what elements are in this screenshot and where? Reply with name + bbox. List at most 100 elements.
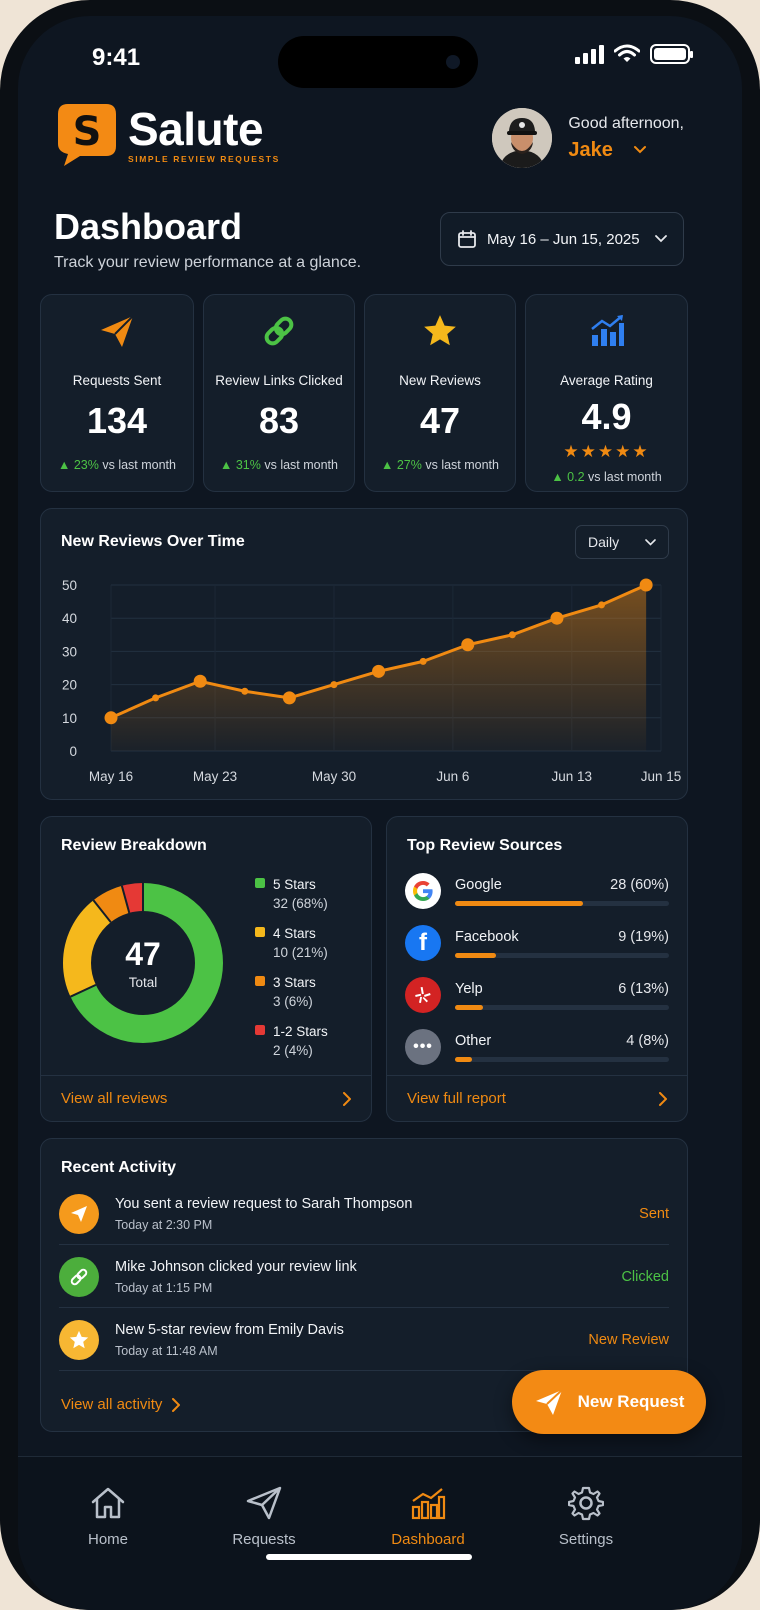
calendar-icon bbox=[458, 230, 476, 248]
chevron-right-icon bbox=[343, 1091, 351, 1106]
x-tick-label: May 16 bbox=[89, 769, 133, 784]
chevron-down-icon[interactable] bbox=[633, 145, 647, 155]
home-icon bbox=[91, 1487, 125, 1519]
review-breakdown-card: Review Breakdown 47 Total 5 Stars 32 (68%… bbox=[40, 816, 372, 1122]
legend-swatch bbox=[255, 878, 265, 888]
data-point bbox=[282, 691, 296, 705]
tab-home[interactable]: Home bbox=[48, 1483, 168, 1548]
donut-total: 47 bbox=[125, 936, 161, 972]
y-tick-label: 20 bbox=[62, 678, 77, 693]
donut-center: 47 Total bbox=[61, 881, 225, 1045]
source-bar-fill bbox=[455, 1004, 483, 1010]
tab-requests[interactable]: Requests bbox=[204, 1483, 324, 1548]
source-row-facebook[interactable]: f Facebook 9 (19%) bbox=[405, 923, 669, 963]
rating-star-icon: ★ bbox=[580, 442, 598, 461]
line-chart: 0 10 20 30 40 50 May 16 May 23 May 30 Jun 6 Jun 13… bbox=[62, 578, 681, 784]
source-bar bbox=[455, 952, 669, 958]
tab-settings[interactable]: Settings bbox=[526, 1483, 646, 1548]
rating-star-icon: ★ bbox=[563, 442, 581, 461]
stat-card-new-reviews[interactable]: New Reviews 47 ▲ 27% vs last month bbox=[364, 294, 516, 492]
y-tick-label: 30 bbox=[62, 644, 77, 659]
home-indicator bbox=[266, 1554, 472, 1560]
avatar[interactable] bbox=[492, 108, 553, 168]
activity-text: You sent a review request to Sarah Thomp… bbox=[115, 1195, 413, 1212]
data-point bbox=[104, 711, 118, 725]
activity-item[interactable]: You sent a review request to Sarah Thomp… bbox=[59, 1183, 669, 1245]
data-point bbox=[461, 638, 475, 652]
tab-label: Settings bbox=[558, 1531, 614, 1548]
source-value: 9 (19%) bbox=[618, 928, 669, 945]
donut-separator bbox=[70, 983, 97, 998]
tab-dashboard[interactable]: Dashboard bbox=[368, 1483, 488, 1548]
activity-text: Mike Johnson clicked your review link bbox=[115, 1258, 357, 1275]
view-all-activity-link[interactable]: View all activity bbox=[61, 1396, 181, 1413]
user-menu[interactable]: Good afternoon, Jake bbox=[492, 108, 684, 168]
data-point bbox=[152, 694, 160, 702]
date-range-picker[interactable]: May 16 – Jun 15, 2025 bbox=[440, 212, 684, 266]
legend-item: 3 Stars 3 (6%) bbox=[255, 973, 328, 1011]
rating-star-icon: ★ bbox=[632, 442, 650, 461]
legend-item: 1-2 Stars 2 (4%) bbox=[255, 1022, 328, 1060]
stat-value: 134 bbox=[86, 400, 148, 441]
tab-label: Dashboard bbox=[391, 1531, 465, 1548]
new-request-button[interactable]: New Request bbox=[512, 1370, 706, 1434]
page-subtitle: Track your review performance at a glanc… bbox=[54, 254, 362, 271]
stat-card-requests-sent[interactable]: Requests Sent 134 ▲ 23% vs last month bbox=[40, 294, 194, 492]
x-tick-label: Jun 6 bbox=[436, 769, 469, 784]
activity-time: Today at 2:30 PM bbox=[115, 1217, 213, 1232]
chevron-down-icon bbox=[655, 235, 667, 243]
page-title: Dashboard bbox=[54, 206, 243, 247]
source-bar-fill bbox=[455, 900, 584, 906]
activity-time: Today at 1:15 PM bbox=[115, 1280, 213, 1295]
link-icon bbox=[59, 1256, 99, 1297]
stat-label: Requests Sent bbox=[72, 373, 162, 388]
paper-plane-icon bbox=[59, 1193, 99, 1234]
legend-detail: 2 (4%) bbox=[273, 1043, 313, 1058]
x-tick-label: Jun 13 bbox=[552, 769, 593, 784]
source-row-yelp[interactable]: Yelp 6 (13%) bbox=[405, 975, 669, 1015]
legend-item: 4 Stars 10 (21%) bbox=[255, 924, 328, 962]
view-full-report-link[interactable]: View full report bbox=[387, 1075, 687, 1121]
gear-icon bbox=[568, 1486, 604, 1521]
more-icon: ••• bbox=[405, 1029, 441, 1065]
rating-star-icon: ★ bbox=[615, 442, 633, 461]
data-point bbox=[550, 611, 564, 625]
donut-total-label: Total bbox=[128, 975, 158, 990]
dynamic-island bbox=[278, 36, 478, 88]
battery-icon bbox=[650, 44, 693, 64]
stat-value: 4.9 bbox=[581, 396, 632, 437]
y-tick-label: 0 bbox=[69, 744, 77, 759]
stat-delta: ▲ 27% vs last month bbox=[380, 458, 499, 472]
star-icon bbox=[59, 1319, 99, 1360]
reviews-over-time-card: New Reviews Over Time Daily 0 10 20 30 40 50 M… bbox=[40, 508, 688, 800]
source-name: Facebook bbox=[455, 928, 519, 945]
source-row-other[interactable]: ••• Other 4 (8%) bbox=[405, 1027, 669, 1067]
y-tick-label: 50 bbox=[62, 578, 77, 593]
source-bar bbox=[455, 900, 669, 906]
activity-item[interactable]: New 5-star review from Emily Davis Today… bbox=[59, 1309, 669, 1371]
view-all-reviews-link[interactable]: View all reviews bbox=[41, 1075, 371, 1121]
paper-plane-icon bbox=[535, 1389, 563, 1415]
donut-slice bbox=[63, 883, 223, 1043]
stat-card-average-rating[interactable]: Average Rating 4.9 ★★★★★ ▲ 0.2 vs last m… bbox=[525, 294, 688, 492]
legend-label: 1-2 Stars bbox=[273, 1024, 328, 1039]
y-tick-label: 40 bbox=[62, 611, 77, 626]
source-row-google[interactable]: Google 28 (60%) bbox=[405, 871, 669, 911]
legend-swatch bbox=[255, 1025, 265, 1035]
source-bar-fill bbox=[455, 1056, 473, 1062]
tab-label: Home bbox=[87, 1531, 128, 1548]
activity-status: Clicked bbox=[621, 1268, 669, 1285]
activity-item[interactable]: Mike Johnson clicked your review link To… bbox=[59, 1246, 669, 1308]
x-tick-label: May 30 bbox=[312, 769, 356, 784]
data-point bbox=[419, 657, 427, 665]
source-name: Google bbox=[455, 876, 502, 893]
donut-chart bbox=[63, 883, 223, 1043]
stat-card-links-clicked[interactable]: Review Links Clicked 83 ▲ 31% vs last mo… bbox=[203, 294, 355, 492]
activity-title: Recent Activity bbox=[61, 1159, 176, 1176]
source-bar bbox=[455, 1004, 669, 1010]
stat-label: Review Links Clicked bbox=[215, 373, 343, 388]
period-select[interactable]: Daily bbox=[575, 525, 669, 559]
period-label: Daily bbox=[588, 534, 620, 550]
source-value: 6 (13%) bbox=[618, 980, 669, 997]
